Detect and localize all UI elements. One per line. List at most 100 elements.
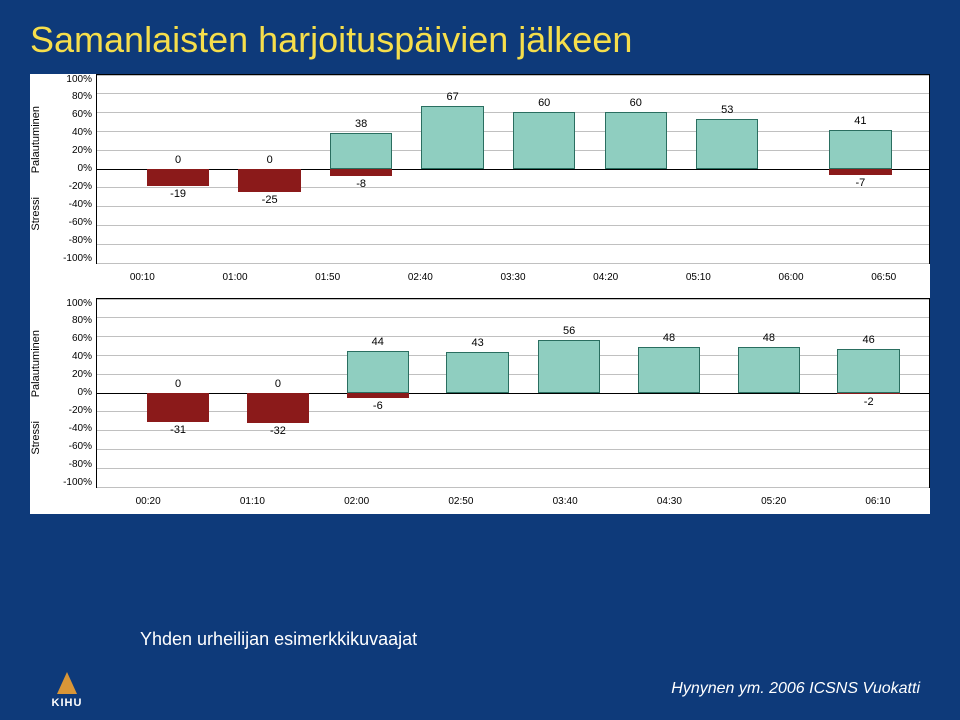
slide: Samanlaisten harjoituspäivien jälkeen Pa… — [0, 0, 960, 720]
y-tick: 80% — [52, 315, 92, 326]
y-tick: 100% — [52, 74, 92, 85]
bar-positive — [738, 347, 800, 392]
plot-area-bottom: -310-320-6-2444356484846 — [96, 298, 930, 488]
y-tick: -80% — [52, 235, 92, 246]
bar-negative — [330, 169, 392, 177]
bar-positive — [421, 106, 483, 169]
y-tick: 0% — [52, 387, 92, 398]
y-axis-labels: Palautuminen Stressi — [30, 74, 52, 264]
bar-value-label: -2 — [864, 396, 874, 408]
y-tick: 60% — [52, 333, 92, 344]
bar-top-label: 0 — [267, 154, 273, 166]
bar-value-label: -7 — [855, 177, 865, 189]
bar-negative — [147, 393, 209, 422]
logo-text: KIHU — [26, 694, 108, 712]
bar-value-label: 53 — [721, 104, 733, 116]
x-tick: 02:00 — [305, 496, 409, 514]
bar-value-label: 56 — [563, 325, 575, 337]
bar-value-label: -6 — [373, 400, 383, 412]
bar-top-label: 0 — [275, 378, 281, 390]
bar-value-label: -31 — [170, 424, 186, 436]
x-tick: 04:20 — [559, 272, 652, 290]
bar-value-label: 44 — [372, 336, 384, 348]
bar-value-label: -19 — [170, 188, 186, 200]
bar-value-label: 41 — [854, 115, 866, 127]
bar-positive — [513, 112, 575, 168]
bar-value-label: 48 — [763, 332, 775, 344]
x-tick: 01:10 — [200, 496, 304, 514]
y-axis-ticks: 100%80%60%40%20%0%-20%-40%-60%-80%-100% — [52, 298, 96, 488]
bar-negative — [247, 393, 309, 423]
bar-value-label: 60 — [630, 97, 642, 109]
bar-top-label: 0 — [175, 378, 181, 390]
y-tick: -40% — [52, 423, 92, 434]
y-tick: 20% — [52, 145, 92, 156]
y-tick: -100% — [52, 477, 92, 488]
x-tick: 01:50 — [281, 272, 374, 290]
y-tick: -40% — [52, 199, 92, 210]
bar-negative — [147, 169, 209, 187]
y-tick: -80% — [52, 459, 92, 470]
x-tick: 02:40 — [374, 272, 467, 290]
y-tick: 40% — [52, 351, 92, 362]
x-tick: 06:00 — [745, 272, 838, 290]
ylabel-stressi: Stressi — [30, 197, 52, 231]
bar-positive — [638, 347, 700, 392]
x-tick: 00:20 — [96, 496, 200, 514]
bar-positive — [446, 352, 508, 392]
x-tick: 02:50 — [409, 496, 513, 514]
bar-value-label: 46 — [863, 334, 875, 346]
x-tick: 03:30 — [467, 272, 560, 290]
bar-negative — [837, 393, 899, 395]
x-tick: 04:30 — [617, 496, 721, 514]
x-tick: 05:10 — [652, 272, 745, 290]
bar-value-label: 67 — [447, 91, 459, 103]
ylabel-palautuminen: Palautuminen — [30, 330, 52, 397]
bar-value-label: 48 — [663, 332, 675, 344]
y-tick: 100% — [52, 298, 92, 309]
ylabel-stressi: Stressi — [30, 421, 52, 455]
x-tick: 06:10 — [826, 496, 930, 514]
x-tick: 03:40 — [513, 496, 617, 514]
bar-positive — [347, 351, 409, 392]
bar-value-label: 60 — [538, 97, 550, 109]
y-tick: -100% — [52, 253, 92, 264]
y-tick: 20% — [52, 369, 92, 380]
y-axis-ticks: 100% 80% 60% 40% 20% 0% -20% -40% -60% -80% -100% — [52, 74, 96, 264]
bar-negative — [347, 393, 409, 399]
bar-positive — [696, 119, 758, 169]
chart-bottom: Palautuminen Stressi 100% 80% 60% 40% 20% 0% -… — [30, 298, 930, 488]
x-tick: 01:00 — [189, 272, 282, 290]
slide-citation: Hynynen ym. 2006 ICSNS Vuokatti — [671, 680, 920, 698]
y-tick: -20% — [52, 181, 92, 192]
ylabel-palautuminen: Palautuminen — [30, 106, 52, 173]
bar-value-label: 43 — [472, 337, 484, 349]
bar-top-label: 0 — [175, 154, 181, 166]
bar-value-label: -8 — [356, 178, 366, 190]
bar-negative — [829, 169, 891, 176]
x-tick: 05:20 — [722, 496, 826, 514]
bar-value-label: -25 — [262, 194, 278, 206]
bar-value-label: 38 — [355, 118, 367, 130]
x-tick: 06:50 — [837, 272, 930, 290]
y-tick: -60% — [52, 441, 92, 452]
y-tick: 60% — [52, 109, 92, 120]
bar-negative — [238, 169, 300, 193]
y-tick: 80% — [52, 91, 92, 102]
bar-positive — [330, 133, 392, 169]
bar-positive — [837, 349, 899, 392]
plot-area-top: -190-250-838-7386760605341 — [96, 74, 930, 264]
charts-panel: Palautuminen Stressi 100% 80% 60% 40% 20% 0% -… — [30, 74, 930, 514]
y-axis-labels: Palautuminen Stressi — [30, 298, 52, 488]
slide-caption: Yhden urheilijan esimerkkikuvaajat — [140, 629, 417, 650]
bar-positive — [605, 112, 667, 168]
x-axis-top: 00:1001:0001:5002:4003:3004:2005:1006:00… — [96, 272, 930, 290]
x-tick: 00:10 — [96, 272, 189, 290]
x-axis-bottom: 00:2001:1002:0002:5003:4004:3005:2006:10 — [96, 496, 930, 514]
bar-positive — [538, 340, 600, 393]
y-tick: 40% — [52, 127, 92, 138]
kihu-logo: KIHU — [26, 662, 108, 712]
chart-top: Palautuminen Stressi 100% 80% 60% 40% 20% 0% -… — [30, 74, 930, 264]
y-tick: 0% — [52, 163, 92, 174]
y-tick: -60% — [52, 217, 92, 228]
